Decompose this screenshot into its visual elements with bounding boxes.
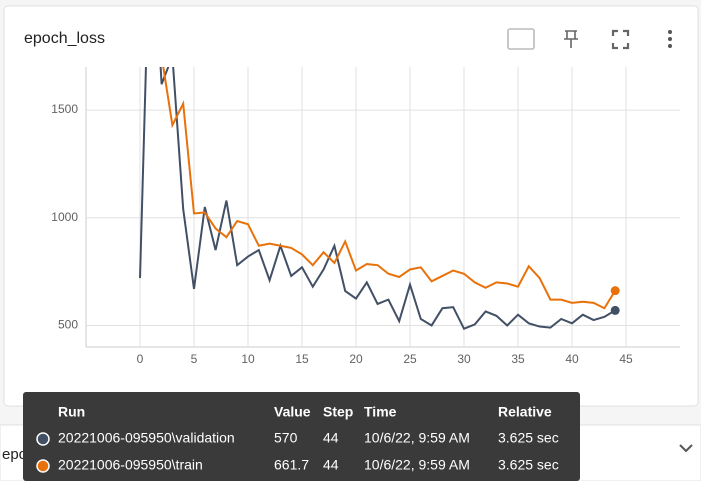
run-time: 10/6/22, 9:59 AM [364, 430, 470, 446]
series-line [139, 67, 616, 330]
y-tick-label: 1000 [51, 210, 78, 224]
tooltip-header: Step [323, 404, 353, 420]
tooltip-header: Value [274, 404, 311, 420]
pin-button[interactable] [564, 30, 578, 48]
fit-button[interactable] [507, 28, 535, 50]
run-relative: 3.625 sec [498, 430, 559, 446]
hover-point [610, 286, 620, 296]
x-tick-label: 5 [191, 352, 198, 366]
run-swatch [36, 432, 50, 446]
run-swatch [36, 459, 50, 473]
run-step: 44 [323, 457, 339, 473]
chart-title: epoch_loss [24, 30, 105, 47]
x-tick-label: 15 [295, 352, 309, 366]
menu-button[interactable] [668, 30, 672, 48]
run-value: 570 [274, 430, 298, 446]
tooltip-header: Relative [498, 404, 552, 420]
y-tick-label: 500 [58, 318, 78, 332]
run-step: 44 [323, 430, 339, 446]
run-name: 20221006-095950\validation [58, 430, 235, 446]
tooltip-header: Time [364, 404, 397, 420]
run-name: 20221006-095950\train [58, 457, 203, 473]
fullscreen-button[interactable] [611, 29, 630, 50]
y-tick-label: 1500 [51, 102, 78, 116]
x-tick-label: 40 [565, 352, 579, 366]
toolbar [507, 28, 672, 50]
x-tick-label: 20 [349, 352, 363, 366]
x-tick-label: 35 [511, 352, 525, 366]
x-tick-label: 0 [137, 352, 144, 366]
card [3, 5, 699, 407]
expand-chevron[interactable] [679, 444, 693, 453]
tooltip-header: Run [58, 404, 85, 420]
tooltip [23, 392, 580, 481]
run-time: 10/6/22, 9:59 AM [364, 457, 470, 473]
run-value: 661.7 [274, 457, 309, 473]
hover-point [610, 305, 620, 315]
series-line [162, 67, 617, 310]
run-relative: 3.625 sec [498, 457, 559, 473]
x-tick-label: 10 [241, 352, 255, 366]
x-tick-label: 25 [403, 352, 417, 366]
x-tick-label: 30 [457, 352, 471, 366]
x-tick-label: 45 [619, 352, 633, 366]
